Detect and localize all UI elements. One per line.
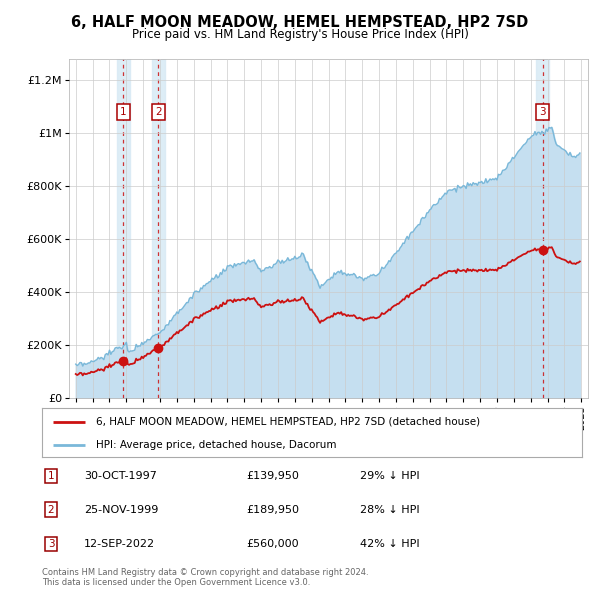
Text: HPI: Average price, detached house, Dacorum: HPI: Average price, detached house, Daco… xyxy=(96,440,337,450)
Text: 25-NOV-1999: 25-NOV-1999 xyxy=(84,505,158,514)
Text: 29% ↓ HPI: 29% ↓ HPI xyxy=(360,471,419,481)
Text: Contains HM Land Registry data © Crown copyright and database right 2024.
This d: Contains HM Land Registry data © Crown c… xyxy=(42,568,368,587)
Text: 28% ↓ HPI: 28% ↓ HPI xyxy=(360,505,419,514)
Text: 30-OCT-1997: 30-OCT-1997 xyxy=(84,471,157,481)
Text: £560,000: £560,000 xyxy=(246,539,299,549)
Bar xyxy=(152,59,165,398)
Text: 1: 1 xyxy=(47,471,55,481)
Text: £189,950: £189,950 xyxy=(246,505,299,514)
Text: 3: 3 xyxy=(47,539,55,549)
Bar xyxy=(536,59,549,398)
Text: 42% ↓ HPI: 42% ↓ HPI xyxy=(360,539,419,549)
Text: 1: 1 xyxy=(120,107,127,117)
Bar xyxy=(116,59,130,398)
Text: 2: 2 xyxy=(155,107,161,117)
Text: Price paid vs. HM Land Registry's House Price Index (HPI): Price paid vs. HM Land Registry's House … xyxy=(131,28,469,41)
Text: 6, HALF MOON MEADOW, HEMEL HEMPSTEAD, HP2 7SD (detached house): 6, HALF MOON MEADOW, HEMEL HEMPSTEAD, HP… xyxy=(96,417,480,427)
Text: 6, HALF MOON MEADOW, HEMEL HEMPSTEAD, HP2 7SD: 6, HALF MOON MEADOW, HEMEL HEMPSTEAD, HP… xyxy=(71,15,529,30)
Text: 2: 2 xyxy=(47,505,55,514)
Text: 12-SEP-2022: 12-SEP-2022 xyxy=(84,539,155,549)
Text: 3: 3 xyxy=(539,107,546,117)
Text: £139,950: £139,950 xyxy=(246,471,299,481)
